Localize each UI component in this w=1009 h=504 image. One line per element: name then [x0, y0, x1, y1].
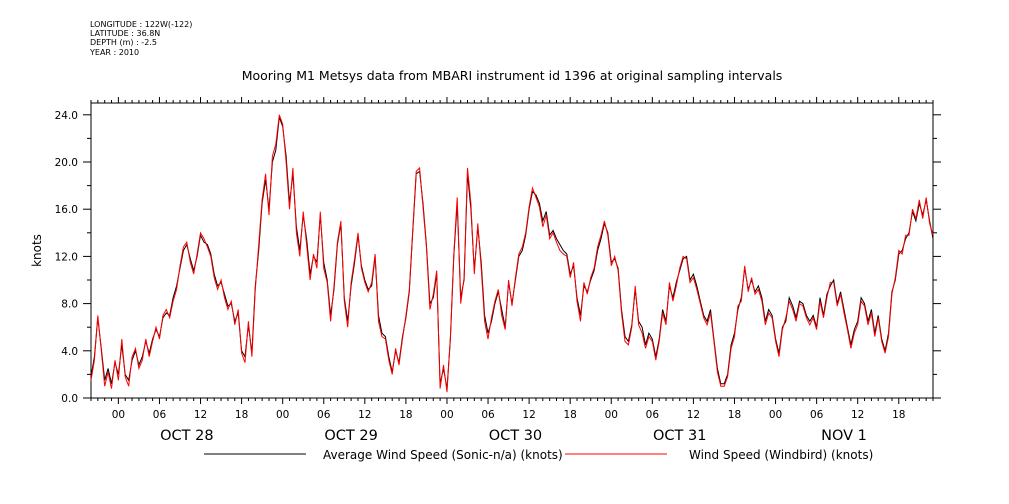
- x-tick-label: 12: [522, 409, 535, 421]
- y-tick-label: 20.0: [55, 157, 78, 169]
- x-tick-label: 00: [276, 409, 289, 421]
- x-tick-label: 06: [646, 409, 660, 421]
- plot-frame: [90, 102, 934, 399]
- x-tick-label: 18: [235, 409, 248, 421]
- x-tick-label: 18: [563, 409, 576, 421]
- x-tick-label: 00: [605, 409, 618, 421]
- x-tick-label: 12: [358, 409, 371, 421]
- x-tick-label: 12: [687, 409, 700, 421]
- depth-label: DEPTH (m) : -2.5: [90, 38, 157, 48]
- y-tick-label: 0.0: [61, 393, 78, 405]
- x-day-label: OCT 30: [489, 428, 542, 444]
- y-tick-label: 4.0: [61, 346, 78, 358]
- series-line-windbird-wind-speed: [90, 114, 934, 393]
- x-tick-label: 12: [194, 409, 207, 421]
- series-line-average-wind-speed: [90, 117, 934, 389]
- x-tick-label: 12: [851, 409, 864, 421]
- x-tick-label: 00: [440, 409, 453, 421]
- y-tick-label: 24.0: [55, 110, 78, 122]
- x-tick-label: 00: [769, 409, 782, 421]
- station-metadata: LONGITUDE : 122W(-122) LATITUDE : 36.8N …: [90, 20, 192, 57]
- y-tick-label: 12.0: [55, 251, 78, 263]
- x-tick-label: 06: [810, 409, 824, 421]
- x-tick-label: 18: [399, 409, 412, 421]
- legend-label-average-wind-speed: Average Wind Speed (Sonic-n/a) (knots): [323, 448, 563, 462]
- x-tick-label: 00: [112, 409, 125, 421]
- x-day-label: OCT 28: [160, 428, 213, 444]
- plot-axes: 00 06 12 18 00 06 12 18 00 06 12 18 00 06 12 18 00 06 12 18…: [30, 97, 941, 444]
- chart-legend: Average Wind Speed (Sonic-n/a) (knots) Wi…: [204, 448, 873, 462]
- x-tick-label: 06: [481, 409, 495, 421]
- x-day-label: OCT 31: [653, 428, 706, 444]
- y-tick-label: 16.0: [55, 204, 78, 216]
- legend-label-windbird-wind-speed: Wind Speed (Windbird) (knots): [689, 448, 873, 462]
- chart-title: Mooring M1 Metsys data from MBARI instru…: [242, 68, 783, 83]
- y-axis-label: knots: [30, 234, 44, 267]
- x-day-label: NOV 1: [821, 428, 867, 444]
- x-tick-label: 06: [317, 409, 331, 421]
- y-tick-label: 8.0: [61, 299, 78, 311]
- x-day-label: OCT 29: [324, 428, 377, 444]
- latitude-label: LATITUDE : 36.8N: [90, 29, 161, 39]
- series-layer: [90, 114, 934, 393]
- x-tick-label: 06: [153, 409, 167, 421]
- x-tick-label: 18: [728, 409, 741, 421]
- longitude-label: LONGITUDE : 122W(-122): [90, 20, 193, 29]
- year-label: YEAR : 2010: [90, 47, 140, 57]
- x-tick-label: 18: [892, 409, 905, 421]
